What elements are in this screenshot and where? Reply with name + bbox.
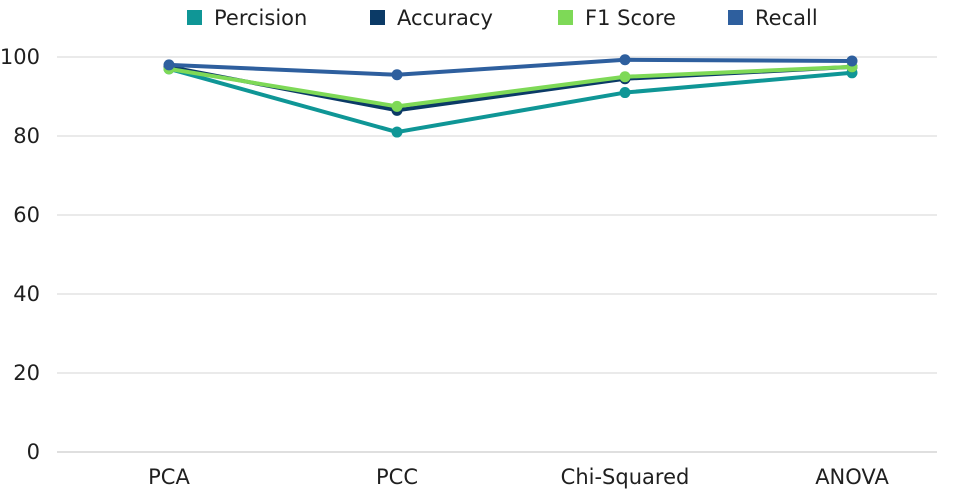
x-category-label: PCA bbox=[148, 465, 190, 489]
series-layer bbox=[163, 54, 858, 138]
y-tick-label: 60 bbox=[13, 203, 40, 227]
legend-item: F1 Score bbox=[558, 6, 676, 30]
data-point bbox=[391, 126, 403, 138]
y-tick-label: 0 bbox=[27, 440, 40, 464]
data-point bbox=[619, 71, 631, 83]
y-tick-label: 100 bbox=[0, 45, 40, 69]
legend-item: Recall bbox=[728, 6, 818, 30]
legend-item: Percision bbox=[187, 6, 307, 30]
legend-label: F1 Score bbox=[585, 6, 676, 30]
legend-swatch bbox=[370, 10, 385, 25]
y-tick-label: 40 bbox=[13, 282, 40, 306]
data-point bbox=[163, 59, 175, 71]
series-line bbox=[167, 66, 854, 135]
y-tick-label: 20 bbox=[13, 361, 40, 385]
y-axis-ticks: 0 20 40 60 80 100 bbox=[0, 45, 40, 464]
legend-swatch bbox=[728, 10, 743, 25]
data-point bbox=[619, 87, 631, 99]
x-category-label: Chi-Squared bbox=[561, 465, 690, 489]
grid-layer bbox=[57, 56, 937, 453]
legend-item: Accuracy bbox=[370, 6, 493, 30]
x-axis-categories: PCA PCC Chi-Squared ANOVA bbox=[148, 465, 889, 489]
series-line bbox=[167, 64, 854, 113]
series-recall bbox=[163, 54, 858, 81]
legend: Percision Accuracy F1 Score Recall bbox=[187, 6, 818, 30]
y-tick-label: 80 bbox=[13, 124, 40, 148]
legend-label: Accuracy bbox=[397, 6, 493, 30]
x-category-label: ANOVA bbox=[815, 465, 889, 489]
legend-swatch bbox=[187, 10, 202, 25]
x-category-label: PCC bbox=[376, 465, 418, 489]
data-point bbox=[391, 69, 403, 81]
series-line bbox=[167, 57, 854, 77]
data-point bbox=[619, 54, 631, 66]
legend-swatch bbox=[558, 10, 573, 25]
legend-label: Recall bbox=[755, 6, 818, 30]
legend-label: Percision bbox=[214, 6, 307, 30]
data-point bbox=[391, 100, 403, 112]
data-point bbox=[846, 55, 858, 67]
series-percision bbox=[163, 63, 858, 138]
series-line bbox=[167, 64, 854, 109]
